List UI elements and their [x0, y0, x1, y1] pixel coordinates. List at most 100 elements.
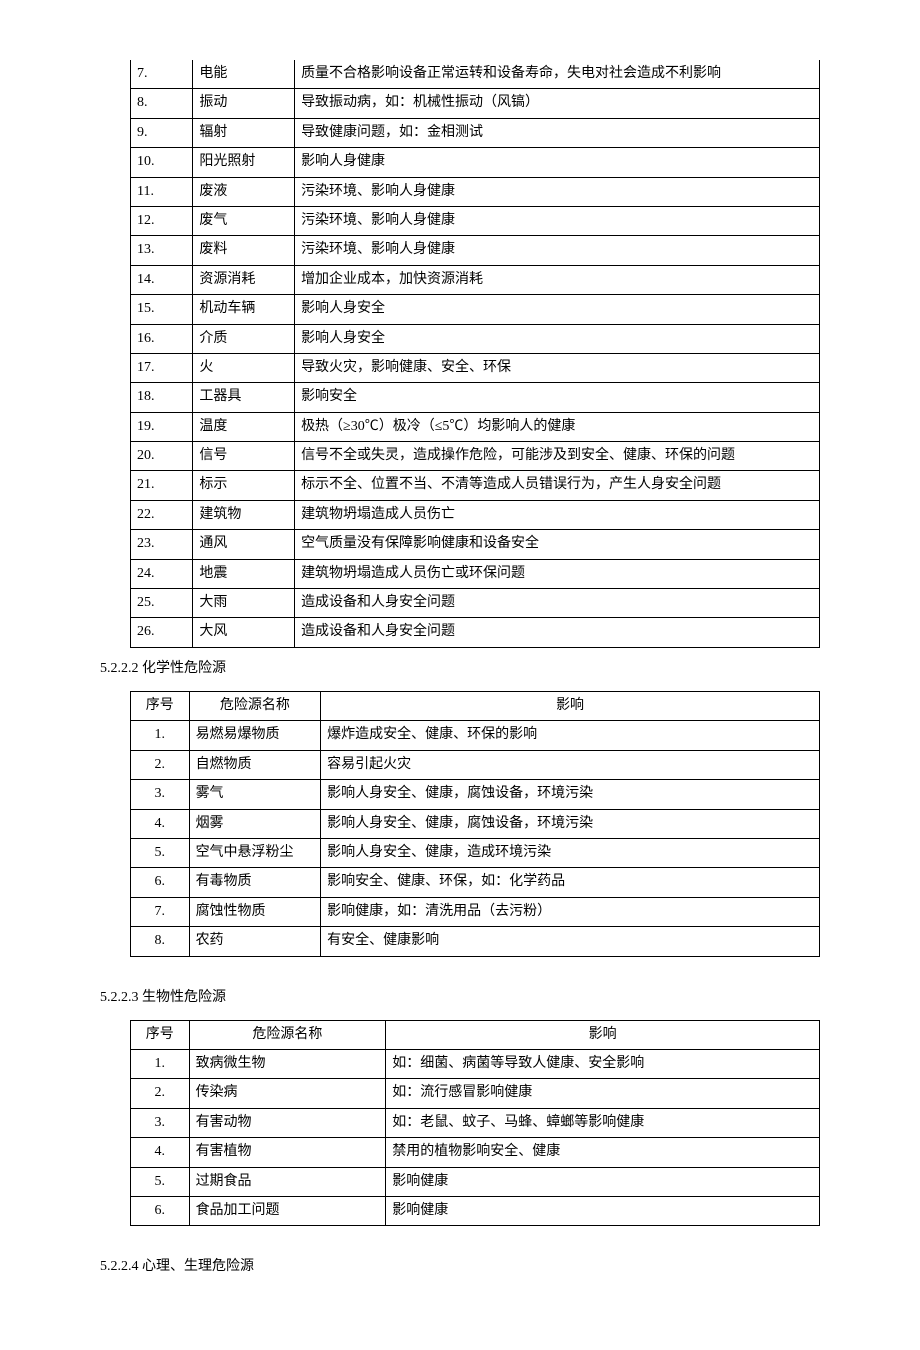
cell-seq: 16. — [131, 324, 193, 353]
cell-seq: 14. — [131, 265, 193, 294]
cell-seq: 1. — [131, 721, 190, 750]
cell-impact: 导致火灾，影响健康、安全、环保 — [295, 353, 820, 382]
cell-impact: 增加企业成本，加快资源消耗 — [295, 265, 820, 294]
cell-name: 机动车辆 — [193, 295, 295, 324]
col-header-name: 危险源名称 — [189, 692, 321, 721]
col-header-impact: 影响 — [321, 692, 820, 721]
cell-name: 火 — [193, 353, 295, 382]
cell-seq: 7. — [131, 897, 190, 926]
table-row: 26.大风造成设备和人身安全问题 — [131, 618, 820, 647]
cell-name: 致病微生物 — [189, 1050, 386, 1079]
cell-name: 烟雾 — [189, 809, 321, 838]
cell-name: 资源消耗 — [193, 265, 295, 294]
cell-name: 雾气 — [189, 780, 321, 809]
cell-impact: 有安全、健康影响 — [321, 927, 820, 956]
cell-seq: 13. — [131, 236, 193, 265]
table-row: 9.辐射导致健康问题，如：金相测试 — [131, 118, 820, 147]
table-row: 22.建筑物建筑物坍塌造成人员伤亡 — [131, 500, 820, 529]
cell-name: 易燃易爆物质 — [189, 721, 321, 750]
cell-impact: 影响人身安全、健康，腐蚀设备，环境污染 — [321, 780, 820, 809]
table-row: 13.废料污染环境、影响人身健康 — [131, 236, 820, 265]
cell-impact: 影响安全、健康、环保，如：化学药品 — [321, 868, 820, 897]
col-header-seq: 序号 — [131, 692, 190, 721]
cell-seq: 23. — [131, 530, 193, 559]
cell-name: 传染病 — [189, 1079, 386, 1108]
cell-impact: 影响人身安全 — [295, 295, 820, 324]
cell-seq: 12. — [131, 206, 193, 235]
cell-name: 振动 — [193, 89, 295, 118]
biological-hazard-table: 序号 危险源名称 影响 1.致病微生物如：细菌、病菌等导致人健康、安全影响2.传… — [130, 1020, 820, 1227]
cell-name: 标示 — [193, 471, 295, 500]
table-row: 24.地震建筑物坍塌造成人员伤亡或环保问题 — [131, 559, 820, 588]
cell-seq: 2. — [131, 750, 190, 779]
table-row: 4.有害植物禁用的植物影响安全、健康 — [131, 1138, 820, 1167]
cell-seq: 11. — [131, 177, 193, 206]
cell-seq: 26. — [131, 618, 193, 647]
cell-seq: 18. — [131, 383, 193, 412]
cell-seq: 5. — [131, 838, 190, 867]
cell-impact: 造成设备和人身安全问题 — [295, 618, 820, 647]
cell-name: 食品加工问题 — [189, 1197, 386, 1226]
col-header-impact: 影响 — [386, 1020, 820, 1049]
table-row: 12.废气污染环境、影响人身健康 — [131, 206, 820, 235]
cell-seq: 4. — [131, 809, 190, 838]
cell-name: 腐蚀性物质 — [189, 897, 321, 926]
col-header-name: 危险源名称 — [189, 1020, 386, 1049]
table-row: 3.雾气影响人身安全、健康，腐蚀设备，环境污染 — [131, 780, 820, 809]
cell-seq: 24. — [131, 559, 193, 588]
cell-name: 阳光照射 — [193, 148, 295, 177]
cell-seq: 15. — [131, 295, 193, 324]
table-row: 10.阳光照射影响人身健康 — [131, 148, 820, 177]
cell-impact: 空气质量没有保障影响健康和设备安全 — [295, 530, 820, 559]
table-row: 19.温度极热（≥30℃）极冷（≤5℃）均影响人的健康 — [131, 412, 820, 441]
cell-impact: 污染环境、影响人身健康 — [295, 177, 820, 206]
cell-seq: 25. — [131, 589, 193, 618]
cell-seq: 8. — [131, 927, 190, 956]
cell-seq: 7. — [131, 60, 193, 89]
cell-seq: 8. — [131, 89, 193, 118]
table-header-row: 序号 危险源名称 影响 — [131, 692, 820, 721]
section-heading-biological: 5.2.2.3 生物性危险源 — [100, 985, 820, 1010]
cell-seq: 6. — [131, 868, 190, 897]
cell-impact: 影响健康，如：清洗用品（去污粉） — [321, 897, 820, 926]
table-row: 23.通风空气质量没有保障影响健康和设备安全 — [131, 530, 820, 559]
cell-impact: 禁用的植物影响安全、健康 — [386, 1138, 820, 1167]
cell-impact: 导致振动病，如：机械性振动（风镐） — [295, 89, 820, 118]
cell-impact: 如：细菌、病菌等导致人健康、安全影响 — [386, 1050, 820, 1079]
cell-seq: 20. — [131, 442, 193, 471]
table-row: 1.致病微生物如：细菌、病菌等导致人健康、安全影响 — [131, 1050, 820, 1079]
cell-impact: 导致健康问题，如：金相测试 — [295, 118, 820, 147]
cell-name: 有毒物质 — [189, 868, 321, 897]
table-row: 11.废液污染环境、影响人身健康 — [131, 177, 820, 206]
table-row: 15.机动车辆影响人身安全 — [131, 295, 820, 324]
cell-impact: 影响人身安全 — [295, 324, 820, 353]
cell-name: 介质 — [193, 324, 295, 353]
cell-impact: 影响人身健康 — [295, 148, 820, 177]
chemical-hazard-table: 序号 危险源名称 影响 1.易燃易爆物质爆炸造成安全、健康、环保的影响2.自燃物… — [130, 691, 820, 957]
table-row: 2.传染病如：流行感冒影响健康 — [131, 1079, 820, 1108]
cell-name: 空气中悬浮粉尘 — [189, 838, 321, 867]
cell-impact: 如：流行感冒影响健康 — [386, 1079, 820, 1108]
cell-impact: 影响安全 — [295, 383, 820, 412]
cell-name: 大雨 — [193, 589, 295, 618]
cell-name: 过期食品 — [189, 1167, 386, 1196]
cell-impact: 影响健康 — [386, 1167, 820, 1196]
cell-impact: 容易引起火灾 — [321, 750, 820, 779]
table-header-row: 序号 危险源名称 影响 — [131, 1020, 820, 1049]
cell-impact: 影响人身安全、健康，腐蚀设备，环境污染 — [321, 809, 820, 838]
col-header-seq: 序号 — [131, 1020, 190, 1049]
cell-seq: 3. — [131, 780, 190, 809]
table-row: 4.烟雾影响人身安全、健康，腐蚀设备，环境污染 — [131, 809, 820, 838]
cell-name: 大风 — [193, 618, 295, 647]
cell-seq: 5. — [131, 1167, 190, 1196]
table-row: 17.火导致火灾，影响健康、安全、环保 — [131, 353, 820, 382]
cell-impact: 质量不合格影响设备正常运转和设备寿命，失电对社会造成不利影响 — [295, 60, 820, 89]
cell-impact: 标示不全、位置不当、不清等造成人员错误行为，产生人身安全问题 — [295, 471, 820, 500]
cell-seq: 19. — [131, 412, 193, 441]
table-row: 5.空气中悬浮粉尘影响人身安全、健康，造成环境污染 — [131, 838, 820, 867]
cell-seq: 2. — [131, 1079, 190, 1108]
table-row: 14.资源消耗增加企业成本，加快资源消耗 — [131, 265, 820, 294]
table-row: 16.介质影响人身安全 — [131, 324, 820, 353]
table-row: 20.信号信号不全或失灵，造成操作危险，可能涉及到安全、健康、环保的问题 — [131, 442, 820, 471]
cell-seq: 6. — [131, 1197, 190, 1226]
